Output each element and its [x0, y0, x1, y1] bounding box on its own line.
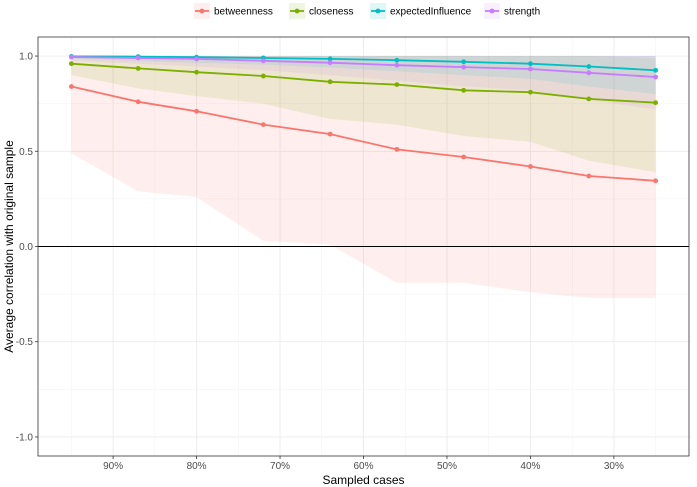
y-axis-ticks: -1.0 -0.5 0.0 0.5 1.0: [16, 52, 38, 443]
expectedInfluence-ribbon: [71, 56, 656, 95]
betweenness-point: [135, 99, 141, 105]
expectedInfluence-line: [71, 55, 656, 72]
strength-point: [135, 55, 141, 61]
betweenness-point: [394, 146, 400, 152]
major-gridlines: [38, 37, 689, 456]
y-axis-title: Average correlation with original sample: [2, 140, 16, 353]
legend-key-point: [489, 8, 495, 14]
x-axis-ticks: 90% 80% 70% 60% 50% 40% 30%: [103, 456, 624, 472]
expectedInfluence-point: [653, 67, 659, 73]
strength-point: [461, 64, 467, 70]
x-tick-label: 70%: [270, 461, 290, 472]
legend-item-closeness: closeness: [289, 3, 353, 19]
legend-label: expectedInfluence: [390, 7, 472, 18]
legend-item-expectedInfluence: expectedInfluence: [370, 3, 472, 19]
closeness-point: [653, 100, 659, 106]
strength-point: [586, 70, 592, 76]
x-tick-label: 40%: [520, 461, 540, 472]
y-tick-label: -1.0: [16, 432, 34, 443]
y-tick-label: -0.5: [16, 337, 34, 348]
betweenness-point: [327, 131, 333, 137]
series-points: [68, 54, 659, 184]
y-tick-label: 0.5: [19, 147, 33, 158]
closeness-point: [327, 79, 333, 85]
betweenness-line: [71, 85, 656, 182]
betweenness-point: [653, 178, 659, 184]
closeness-point: [586, 96, 592, 102]
legend-label: strength: [504, 7, 540, 18]
betweenness-point: [461, 154, 467, 160]
closeness-point: [194, 69, 199, 75]
strength-ribbon: [71, 56, 656, 110]
legend-key-point: [199, 8, 205, 14]
y-tick-label: 1.0: [19, 52, 33, 63]
expectedInfluence-point: [528, 61, 533, 67]
betweenness-point: [528, 164, 533, 169]
legend-key-point: [294, 8, 300, 14]
betweenness-point: [260, 122, 266, 128]
closeness-point: [135, 66, 141, 71]
strength-point: [327, 60, 333, 66]
expectedInfluence-point: [327, 56, 333, 62]
x-tick-label: 80%: [187, 461, 207, 472]
strength-point: [528, 66, 533, 72]
confidence-ribbons: [71, 56, 656, 298]
y-tick-label: 0.0: [19, 242, 33, 253]
expectedInfluence-point: [586, 64, 592, 69]
x-tick-label: 60%: [353, 461, 373, 472]
closeness-ribbon: [71, 56, 656, 173]
betweenness-ribbon: [71, 56, 656, 298]
closeness-point: [528, 89, 533, 95]
x-tick-label: 50%: [437, 461, 457, 472]
x-tick-label: 90%: [103, 461, 123, 472]
betweenness-point: [68, 84, 74, 89]
strength-point: [394, 62, 400, 68]
legend-label: betweenness: [214, 7, 273, 18]
closeness-point: [394, 82, 400, 88]
closeness-point: [260, 73, 266, 79]
x-axis-title: Sampled cases: [322, 473, 404, 487]
betweenness-point: [194, 108, 199, 114]
expectedInfluence-point: [461, 59, 467, 65]
strength-point: [653, 74, 659, 80]
strength-line: [71, 56, 656, 78]
betweenness-point: [586, 173, 592, 179]
expectedInfluence-point: [394, 57, 400, 63]
strength-point: [260, 58, 266, 64]
legend-key-point: [375, 8, 381, 14]
series-lines: [71, 55, 656, 182]
strength-point: [68, 54, 74, 60]
closeness-point: [461, 87, 467, 93]
legend: betweenness closeness expectedInfluence str…: [194, 3, 540, 19]
strength-point: [194, 56, 199, 62]
legend-label: closeness: [309, 7, 353, 18]
closeness-point: [68, 61, 74, 67]
legend-item-betweenness: betweenness: [194, 3, 273, 19]
x-tick-label: 30%: [604, 461, 624, 472]
closeness-line: [71, 62, 656, 104]
legend-item-strength: strength: [484, 3, 540, 19]
